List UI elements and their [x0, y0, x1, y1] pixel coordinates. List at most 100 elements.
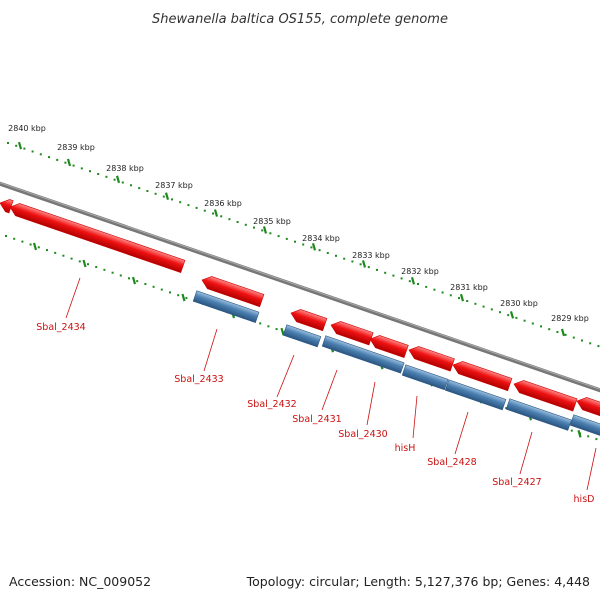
tick-dot	[490, 308, 493, 311]
tick-dot	[162, 195, 165, 198]
major-tick	[115, 175, 121, 184]
tick-dot	[482, 305, 485, 308]
cds-arrow	[290, 309, 328, 332]
cds-arrow	[369, 335, 409, 358]
tick-dot	[244, 223, 247, 226]
tick-dot	[581, 339, 583, 342]
tick-dot	[253, 226, 255, 229]
kbp-tick-label: 2833 kbp	[352, 251, 390, 260]
tick-dot	[154, 192, 157, 195]
gene-label: Sbal_2433	[174, 374, 223, 385]
tick-dot	[499, 311, 501, 314]
kbp-tick-label: 2831 kbp	[450, 283, 488, 292]
tick-dot	[310, 246, 313, 249]
tick-dot	[72, 164, 75, 167]
label-leader-line	[321, 369, 338, 411]
label-leader-line	[586, 447, 597, 491]
tick-dot	[384, 271, 387, 274]
cds-arrow	[9, 203, 186, 274]
gene-bar	[401, 364, 449, 391]
major-tick	[280, 327, 285, 336]
gene-bar	[282, 324, 322, 348]
tick-dot	[220, 215, 223, 218]
tick-dot	[21, 240, 24, 243]
tick-dot	[367, 266, 370, 269]
tick-dot	[23, 147, 26, 150]
tick-dot	[195, 206, 198, 209]
tick-dot	[87, 263, 89, 266]
gene-label: Sbal_2427	[492, 477, 541, 488]
major-tick	[410, 277, 416, 285]
tick-dot	[103, 268, 106, 271]
outer-tick-ring: 2840 kbp 2839 kbp 2838 kbp 2837 kbp 2836 kbp…	[7, 124, 600, 348]
tick-dot	[179, 201, 182, 204]
tick-dot	[294, 240, 296, 243]
tick-dot	[64, 161, 67, 164]
tick-dot	[111, 271, 114, 274]
tick-dot	[105, 175, 108, 178]
tick-dot	[130, 184, 132, 187]
tick-dot	[13, 237, 16, 240]
tick-dot	[572, 336, 575, 339]
gene-labels: Sbal_2434 Sbal_2433 Sbal_2432 Sbal_2431 Sbal…	[36, 277, 597, 505]
tick-dot	[564, 333, 567, 336]
kbp-tick-label: 2837 kbp	[155, 181, 193, 190]
tick-dot	[351, 260, 354, 263]
tick-dot	[78, 260, 81, 263]
kbp-tick-label: 2835 kbp	[253, 217, 291, 226]
backbone-line	[0, 181, 600, 393]
label-leader-line	[65, 277, 81, 319]
kbp-tick-label: 2834 kbp	[302, 234, 340, 243]
tick-dot	[507, 314, 510, 317]
tick-dot	[408, 280, 411, 283]
major-tick	[164, 192, 170, 200]
tick-dot	[343, 257, 346, 260]
tick-dot	[400, 277, 403, 280]
tick-dot	[113, 178, 116, 181]
kbp-tick-label: 2836 kbp	[204, 199, 242, 208]
cds-arrow	[201, 276, 265, 308]
tick-dot	[466, 300, 469, 302]
tick-dot	[128, 277, 130, 280]
tick-dot	[152, 285, 155, 288]
gene-label: hisH	[395, 443, 416, 454]
major-tick	[459, 293, 465, 302]
tick-dot	[267, 325, 270, 328]
tick-dot	[318, 249, 321, 252]
major-tick	[577, 429, 582, 438]
tick-dot	[228, 218, 231, 221]
label-leader-line	[454, 411, 469, 455]
tick-dot	[136, 280, 139, 283]
tick-dot	[7, 142, 9, 144]
major-tick	[32, 242, 38, 251]
tick-dot	[97, 173, 100, 175]
tick-dot	[531, 322, 534, 325]
tick-dot	[89, 170, 91, 173]
tick-dot	[441, 291, 444, 294]
gene-bar	[505, 398, 572, 431]
major-tick	[131, 276, 137, 285]
major-tick	[509, 311, 515, 319]
major-tick	[311, 242, 317, 251]
genome-summary-text: Topology: circular; Length: 5,127,376 bp…	[246, 574, 590, 589]
gene-label: Sbal_2431	[292, 414, 341, 425]
cds-arrow	[452, 361, 513, 392]
tick-dot	[236, 221, 239, 223]
tick-dot	[595, 438, 598, 441]
major-tick	[181, 293, 186, 302]
tick-dot	[277, 235, 280, 238]
tick-dot	[95, 266, 98, 268]
tick-dot	[37, 246, 40, 249]
kbp-tick-label: 2832 kbp	[401, 267, 439, 276]
gene-label: Sbal_2428	[427, 457, 476, 468]
tick-dot	[515, 316, 518, 319]
tick-dot	[376, 268, 378, 271]
tick-dot	[54, 251, 57, 254]
kbp-tick-label: 2838 kbp	[106, 164, 144, 173]
label-leader-line	[276, 354, 295, 398]
tick-dot	[597, 345, 600, 348]
tick-dot	[146, 190, 149, 192]
major-tick	[560, 328, 566, 337]
major-tick	[17, 141, 23, 150]
